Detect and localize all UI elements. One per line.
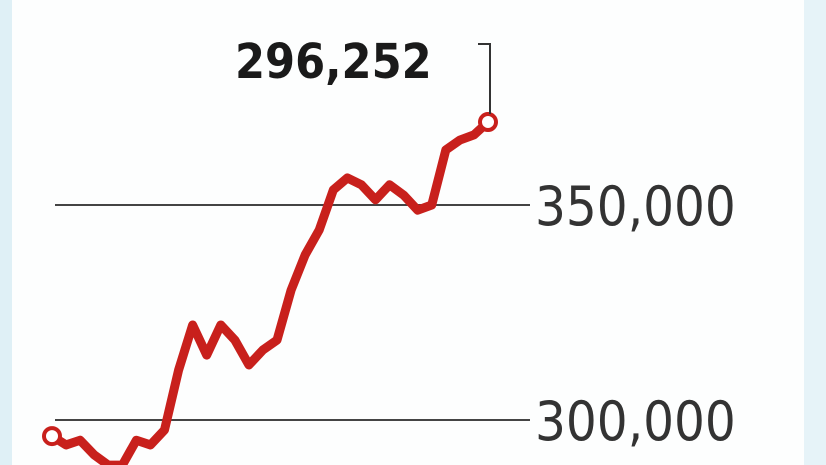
y-tick-label: 300,000 xyxy=(535,390,736,453)
end-point-marker xyxy=(478,112,498,133)
y-tick-label: 350,000 xyxy=(535,175,736,238)
annotation-label: 296,252 xyxy=(235,34,432,90)
start-point-marker xyxy=(42,426,62,447)
left-border xyxy=(0,0,12,465)
annotation-leader xyxy=(478,43,491,114)
right-border xyxy=(804,0,826,465)
series-line xyxy=(47,117,493,465)
